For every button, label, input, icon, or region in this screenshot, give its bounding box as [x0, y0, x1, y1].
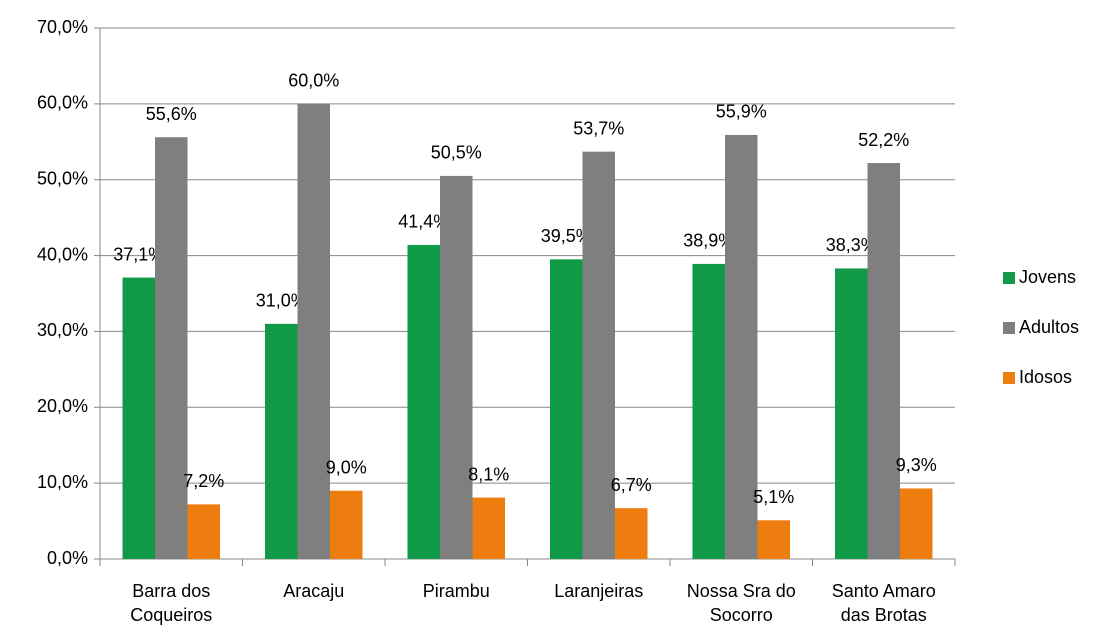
- value-label: 31,0%: [256, 291, 307, 311]
- bar: [472, 497, 505, 559]
- y-tick-label: 60,0%: [37, 93, 88, 113]
- legend-label: Adultos: [1019, 317, 1079, 337]
- value-label: 6,7%: [611, 475, 652, 495]
- x-tick-label: Laranjeiras: [554, 581, 644, 601]
- bar: [725, 134, 758, 560]
- bar: [615, 508, 648, 559]
- value-label: 9,3%: [896, 455, 937, 475]
- y-tick-label: 10,0%: [37, 472, 88, 492]
- bar: [265, 323, 298, 559]
- y-tick-label: 50,0%: [37, 168, 88, 188]
- legend-swatch: [1003, 372, 1015, 384]
- legend-label: Idosos: [1019, 367, 1072, 387]
- value-label: 55,9%: [716, 102, 767, 122]
- bar: [297, 103, 330, 559]
- x-tick-label: Aracaju: [283, 581, 345, 601]
- value-label: 41,4%: [398, 212, 449, 232]
- value-label: 60,0%: [288, 71, 339, 91]
- legend-swatch: [1003, 322, 1015, 334]
- x-tick-label: Nossa Sra do Socorro: [686, 581, 796, 625]
- bar: [867, 163, 900, 560]
- legend-label: Jovens: [1019, 267, 1076, 287]
- value-label: 39,5%: [541, 226, 592, 246]
- bar: [582, 151, 615, 559]
- value-label: 53,7%: [573, 118, 624, 138]
- bar: [187, 504, 220, 559]
- x-tick-label: Santo Amaro das Brotas: [831, 581, 936, 625]
- value-label: 5,1%: [753, 487, 794, 507]
- bar: [155, 137, 188, 559]
- y-tick-label: 40,0%: [37, 244, 88, 264]
- bar: [330, 490, 363, 559]
- bar: [835, 268, 868, 559]
- y-tick-label: 0,0%: [47, 548, 88, 568]
- y-tick-label: 70,0%: [37, 17, 88, 37]
- value-label: 55,6%: [146, 104, 197, 124]
- y-tick-label: 30,0%: [37, 320, 88, 340]
- bar: [407, 244, 440, 560]
- bar: [122, 277, 155, 559]
- legend-swatch: [1003, 272, 1015, 284]
- bar: [900, 488, 933, 559]
- value-label: 38,3%: [826, 235, 877, 255]
- y-tick-label: 20,0%: [37, 396, 88, 416]
- bar: [550, 259, 583, 559]
- value-label: 52,2%: [858, 130, 909, 150]
- value-label: 37,1%: [113, 244, 164, 264]
- value-label: 50,5%: [431, 143, 482, 163]
- x-tick-label: Barra dos Coqueiros: [130, 581, 213, 625]
- bar: [692, 263, 725, 559]
- x-tick-label: Pirambu: [422, 581, 490, 601]
- bar: [757, 520, 790, 559]
- bar: [440, 175, 473, 559]
- value-label: 8,1%: [468, 464, 509, 484]
- value-label: 9,0%: [326, 457, 367, 477]
- value-label: 7,2%: [183, 471, 224, 491]
- value-label: 38,9%: [683, 231, 734, 251]
